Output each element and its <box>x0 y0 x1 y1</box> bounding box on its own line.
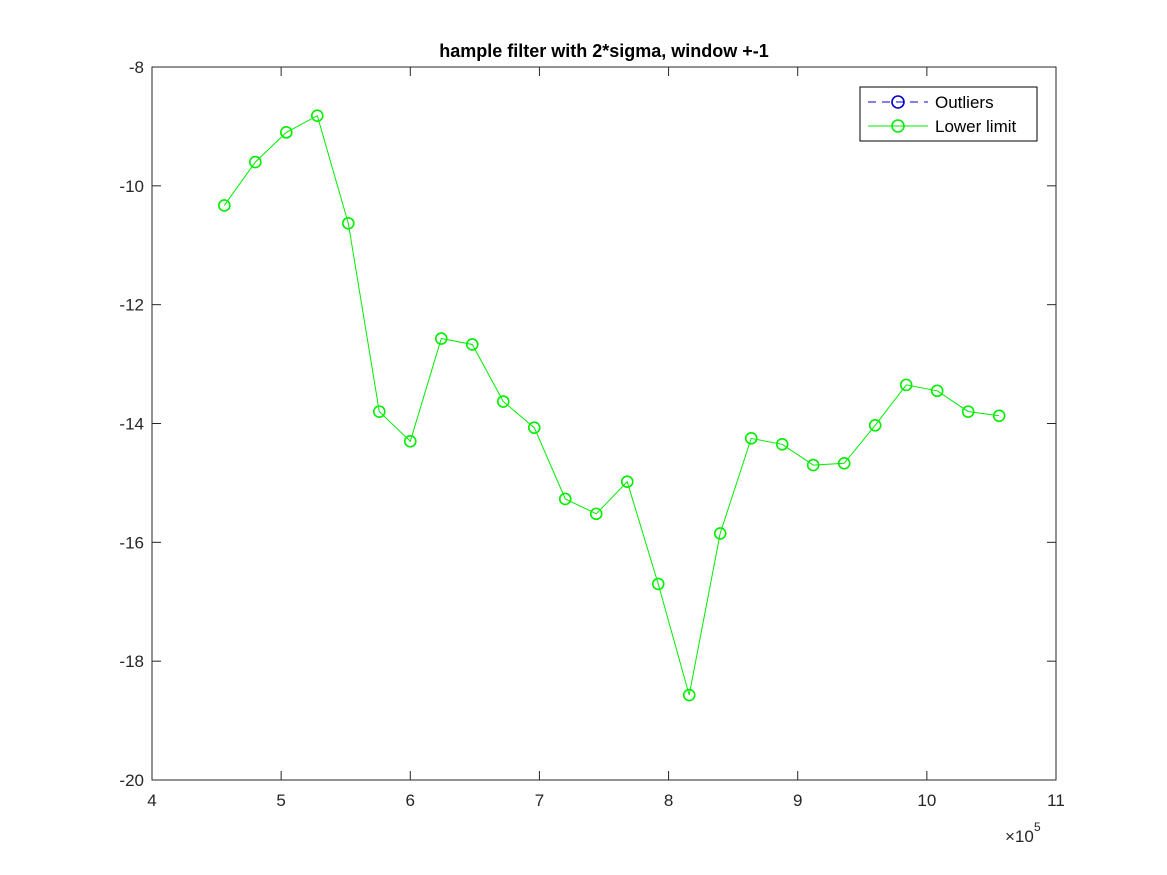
data-point <box>682 688 696 702</box>
x-tick-label: 4 <box>147 791 156 810</box>
x-exponent-power: 5 <box>1034 820 1041 834</box>
data-point <box>775 437 789 451</box>
data-point <box>961 405 975 418</box>
y-tick-label: -8 <box>129 58 144 77</box>
data-point <box>589 507 603 521</box>
data-point <box>372 405 386 418</box>
y-tick-label: -18 <box>119 652 144 671</box>
y-tick-label: -20 <box>119 771 144 790</box>
x-tick-label: 10 <box>917 791 936 810</box>
legend-entry-outliers: Outliers <box>868 93 994 112</box>
x-tick-label: 6 <box>406 791 415 810</box>
data-point <box>837 457 851 470</box>
axes <box>151 66 1057 781</box>
data-point <box>806 458 820 472</box>
data-point <box>218 199 231 212</box>
y-tick-label: -14 <box>119 415 144 434</box>
data-point <box>899 378 913 392</box>
y-tick-label: -12 <box>119 296 144 315</box>
chart-title: hample filter with 2*sigma, window +-1 <box>439 41 769 61</box>
x-tick-label: 11 <box>1047 791 1065 810</box>
x-exponent-base: ×10 <box>1005 827 1034 846</box>
x-tick-label: 5 <box>276 791 285 810</box>
legend: Outliers Lower limit <box>859 86 1038 142</box>
x-tick-label: 7 <box>535 791 544 810</box>
data-point <box>496 395 510 408</box>
legend-outliers-label: Outliers <box>935 93 994 112</box>
x-tick-label: 9 <box>793 791 802 810</box>
data-point <box>527 421 541 434</box>
data-point <box>992 409 1006 423</box>
data-point <box>280 126 293 139</box>
data-point <box>868 418 882 432</box>
data-point <box>744 432 758 445</box>
legend-box <box>859 86 1038 142</box>
data-point <box>465 338 479 351</box>
data-point <box>249 155 262 169</box>
data-point <box>713 527 727 540</box>
data-point <box>620 475 634 489</box>
data-point <box>341 216 355 230</box>
data-point <box>930 384 944 398</box>
legend-entry-lower-limit: Lower limit <box>868 117 1017 136</box>
tick-labels: 4 5 6 7 8 9 10 11 -8 -10 -12 -14 -16 -18 -20 <box>119 58 1064 810</box>
x-tick-label: 8 <box>664 791 673 810</box>
data-point <box>558 492 572 506</box>
data-point <box>651 577 665 591</box>
y-tick-label: -16 <box>119 533 144 552</box>
y-tick-label: -10 <box>119 177 144 196</box>
x-axis-exponent: ×10 5 <box>1005 820 1041 846</box>
data-point <box>434 332 448 345</box>
data-point <box>403 435 417 448</box>
legend-lower-limit-label: Lower limit <box>935 117 1017 136</box>
legend-outliers-marker <box>891 95 905 109</box>
series-group <box>218 109 1006 702</box>
data-point <box>311 109 324 123</box>
series-line-1 <box>223 114 1000 696</box>
legend-lower-limit-marker <box>891 119 905 133</box>
